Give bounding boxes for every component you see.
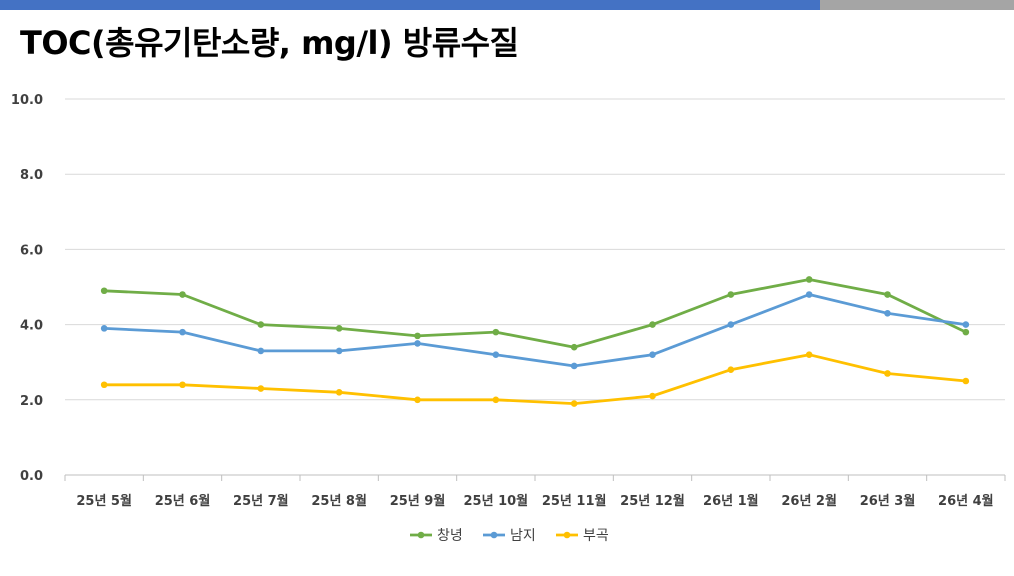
x-tick-label: 25년 12월 (620, 493, 685, 509)
data-point (649, 392, 656, 400)
data-point (179, 328, 186, 336)
data-point (335, 347, 343, 355)
data-point (414, 396, 421, 404)
data-point (962, 321, 970, 328)
y-tick-label: 10.0 (11, 93, 43, 108)
y-tick-label: 2.0 (20, 394, 43, 409)
data-point (492, 351, 500, 358)
header-accent-bar-secondary (820, 0, 1014, 10)
data-point (492, 396, 500, 404)
legend-label: 남지 (510, 528, 536, 544)
x-tick-label: 25년 5월 (76, 493, 132, 509)
data-point (179, 381, 186, 389)
legend-swatch-marker (417, 531, 425, 539)
data-point (570, 362, 578, 370)
data-point (805, 351, 813, 358)
x-tick-label: 26년 2월 (781, 493, 837, 509)
data-point (257, 321, 265, 328)
x-tick-label: 25년 6월 (155, 493, 211, 509)
data-point (257, 347, 265, 355)
series-0 (100, 276, 970, 351)
series-lines (100, 276, 970, 407)
y-tick-label: 0.0 (20, 469, 43, 484)
x-tick-label: 25년 10월 (464, 493, 529, 509)
series-1 (100, 291, 970, 370)
data-point (100, 381, 108, 389)
data-point (805, 291, 813, 298)
data-point (414, 340, 421, 347)
data-point (100, 287, 108, 295)
data-point (884, 370, 891, 377)
data-point (570, 343, 578, 351)
legend-item: 남지 (483, 528, 536, 544)
data-point (649, 351, 656, 358)
data-point (884, 291, 891, 298)
data-point (414, 332, 421, 340)
x-tick-label: 25년 11월 (542, 493, 607, 509)
header-accent-bar-primary (0, 0, 820, 10)
legend-swatch-marker (490, 531, 498, 539)
data-point (335, 325, 343, 332)
y-tick-label: 8.0 (20, 168, 43, 183)
data-point (727, 291, 735, 298)
legend: 창녕 남지 부곡 (410, 528, 609, 544)
data-point (962, 328, 970, 336)
series-line (102, 278, 968, 349)
series-2 (100, 351, 970, 407)
y-tick-label: 4.0 (20, 319, 43, 334)
page-title: TOC(총유기탄소량, mg/l) 방류수질 (20, 24, 519, 62)
x-tick-label: 25년 8월 (311, 493, 367, 509)
data-point (492, 328, 500, 336)
data-point (570, 400, 578, 407)
gridlines (65, 98, 1005, 476)
legend-item: 부곡 (556, 528, 609, 544)
series-line (102, 353, 968, 406)
x-tick-label: 25년 9월 (390, 493, 446, 509)
legend-label: 창녕 (437, 528, 463, 544)
series-line (102, 293, 968, 368)
legend-label: 부곡 (583, 528, 609, 544)
data-point (962, 377, 970, 385)
x-axis-ticks: 25년 5월 25년 6월 25년 7월 25년 8월 25년 9월 25년 10월 25년… (64, 475, 1006, 509)
x-tick-label: 26년 4월 (938, 493, 994, 509)
data-point (100, 325, 108, 332)
data-point (649, 321, 656, 328)
data-point (179, 291, 186, 298)
data-point (335, 388, 343, 396)
data-point (727, 321, 735, 328)
y-tick-label: 6.0 (20, 243, 43, 258)
legend-swatch-marker (563, 531, 571, 539)
x-tick-label: 26년 3월 (860, 493, 916, 509)
data-point (257, 385, 265, 392)
data-point (727, 366, 735, 374)
data-point (884, 310, 891, 317)
x-tick-label: 25년 7월 (233, 493, 289, 509)
legend-item: 창녕 (410, 528, 463, 544)
header-accent-bar (0, 0, 1014, 10)
data-point (805, 276, 813, 283)
x-tick-label: 26년 1월 (703, 493, 759, 509)
y-axis-ticks: 0.0 2.0 4.0 6.0 8.0 10.0 (11, 93, 43, 484)
